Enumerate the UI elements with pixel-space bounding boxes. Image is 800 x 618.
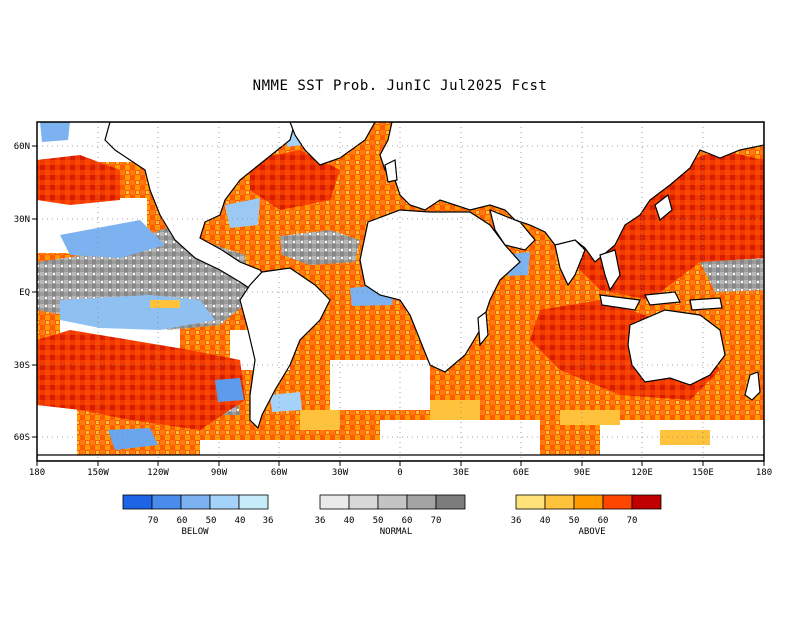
longitude-labels: 180 150W 120W 90W 60W 30W 0 30E 60E 90E … — [29, 468, 772, 478]
legend-tick-label: 50 — [569, 516, 580, 526]
legend-name: BELOW — [181, 527, 209, 537]
latitude-labels: 60N 30N EQ 30S 60S — [14, 142, 30, 443]
legend-tick-label: 36 — [263, 516, 274, 526]
legend-swatch — [209, 494, 240, 510]
lat-label: EQ — [19, 288, 30, 298]
legend-swatch — [319, 494, 350, 510]
legend-tick-label: 36 — [511, 516, 522, 526]
legend-tick-label: 70 — [627, 516, 638, 526]
legend-tick-label: 40 — [540, 516, 551, 526]
legend-above: 36 40 50 60 70 ABOVE — [511, 494, 662, 537]
sst-probability-field — [37, 122, 764, 461]
land-masses — [37, 122, 764, 461]
lon-label: 60W — [271, 468, 288, 478]
legend-swatch — [348, 494, 379, 510]
legend-normal: 36 40 50 60 70 NORMAL — [315, 494, 466, 537]
legend-swatch — [406, 494, 437, 510]
lon-label: 120E — [631, 468, 653, 478]
lon-label: 180 — [756, 468, 772, 478]
legend-tick-label: 50 — [206, 516, 217, 526]
legend-tick-label: 36 — [315, 516, 326, 526]
lon-label: 120W — [147, 468, 169, 478]
graticule — [37, 122, 764, 461]
lon-label: 150W — [87, 468, 109, 478]
legend-tick-label: 70 — [148, 516, 159, 526]
lat-label: 60S — [14, 433, 30, 443]
lon-label: 30W — [332, 468, 349, 478]
lon-label: 150E — [692, 468, 714, 478]
lon-label: 90E — [574, 468, 590, 478]
lat-label: 30S — [14, 361, 30, 371]
axis-ticks — [32, 145, 765, 466]
lon-label: 30E — [453, 468, 469, 478]
legend-tick-label: 60 — [598, 516, 609, 526]
legend-swatch — [122, 494, 153, 510]
legend-tick-label: 50 — [373, 516, 384, 526]
map-title: NMME SST Prob. JunIC Jul2025 Fcst — [252, 78, 548, 94]
legend-name: NORMAL — [380, 527, 413, 537]
legend-swatch — [151, 494, 182, 510]
legend-swatch — [544, 494, 575, 510]
lat-label: 60N — [14, 142, 30, 152]
legend-swatch — [573, 494, 604, 510]
legend-tick-label: 40 — [344, 516, 355, 526]
legend-tick-label: 60 — [402, 516, 413, 526]
legend-swatch — [377, 494, 408, 510]
lon-label: 90W — [211, 468, 228, 478]
lon-label: 0 — [397, 468, 402, 478]
lon-label: 180 — [29, 468, 45, 478]
legend-swatch — [631, 494, 662, 510]
legend-swatch — [515, 494, 546, 510]
legend-tick-label: 70 — [431, 516, 442, 526]
legend-swatch — [180, 494, 211, 510]
legend-name: ABOVE — [578, 527, 605, 537]
lon-label: 60E — [513, 468, 529, 478]
legend-swatch — [238, 494, 269, 510]
lat-label: 30N — [14, 215, 30, 225]
legend-tick-label: 60 — [177, 516, 188, 526]
legend-swatch — [602, 494, 633, 510]
legend-tick-label: 40 — [235, 516, 246, 526]
legend-swatch — [435, 494, 466, 510]
legend-below: 70 60 50 40 36 BELOW — [122, 494, 274, 537]
